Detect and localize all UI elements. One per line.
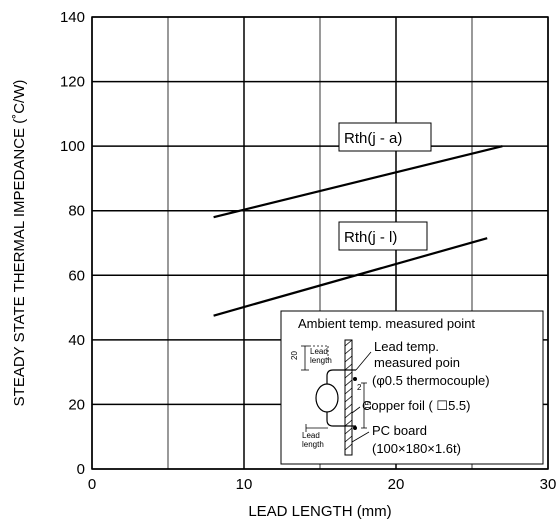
inset-title: Ambient temp. measured point: [298, 316, 475, 331]
lead-length-bottom-2: length: [302, 440, 324, 449]
series-label-box: [338, 221, 428, 251]
measurement-inset: Ambient temp. measured point: [280, 310, 544, 465]
leader-lines: [351, 351, 372, 443]
diode-icon: [315, 369, 356, 427]
lead-length-bottom-1: Lead: [302, 431, 320, 440]
series-label-box: [338, 122, 432, 152]
pc-board-icon: [344, 339, 353, 456]
copper-foil-label: Copper foil ( ☐5.5): [362, 398, 470, 413]
dimension-lines: [301, 345, 367, 432]
x-axis-label: LEAD LENGTH (mm): [248, 503, 391, 520]
y-tick-label: 120: [60, 74, 85, 91]
y-tick-label: 140: [60, 9, 85, 26]
series-label: Rth(j - a): [344, 130, 402, 147]
series-label: Rth(j - l): [344, 229, 397, 246]
lead-length-top-2: length: [310, 356, 332, 365]
x-tick-label: 30: [540, 476, 557, 493]
dim-15: 15: [364, 401, 373, 410]
y-tick-label: 40: [68, 332, 85, 349]
pc-board-size-label: (100×180×1.6t): [372, 441, 461, 456]
y-tick-label: 60: [68, 267, 85, 284]
series-line: [213, 237, 488, 317]
y-tick-label: 80: [68, 203, 85, 220]
lead-temp-label-2: measured poin: [374, 355, 460, 370]
pc-board-label: PC board: [372, 423, 427, 438]
y-tick-label: 20: [68, 396, 85, 413]
x-tick-label: 20: [388, 476, 405, 493]
x-tick-label: 10: [236, 476, 253, 493]
lead-temp-label-1: Lead temp.: [374, 339, 439, 354]
dim-20: 20: [290, 351, 299, 360]
thermocouple-label: (φ0.5 thermocouple): [372, 373, 490, 388]
x-tick-label: 0: [88, 476, 96, 493]
series-group: Rth(j - a) Rth(j - l): [213, 122, 503, 317]
thermocouple-icon: [353, 377, 357, 430]
y-axis-label: STEADY STATE THERMAL IMPEDANCE (˚C/W): [11, 80, 28, 407]
y-tick-label: 0: [77, 461, 85, 478]
series-line: [213, 145, 503, 219]
dim-2: 2: [357, 383, 362, 392]
lead-length-top-1: Lead: [310, 347, 328, 356]
y-tick-label: 100: [60, 138, 85, 155]
plot-frame: [91, 16, 549, 470]
tick-labels: 0 20 40 60 80 100 120 140 0 10 20 30: [60, 9, 556, 493]
